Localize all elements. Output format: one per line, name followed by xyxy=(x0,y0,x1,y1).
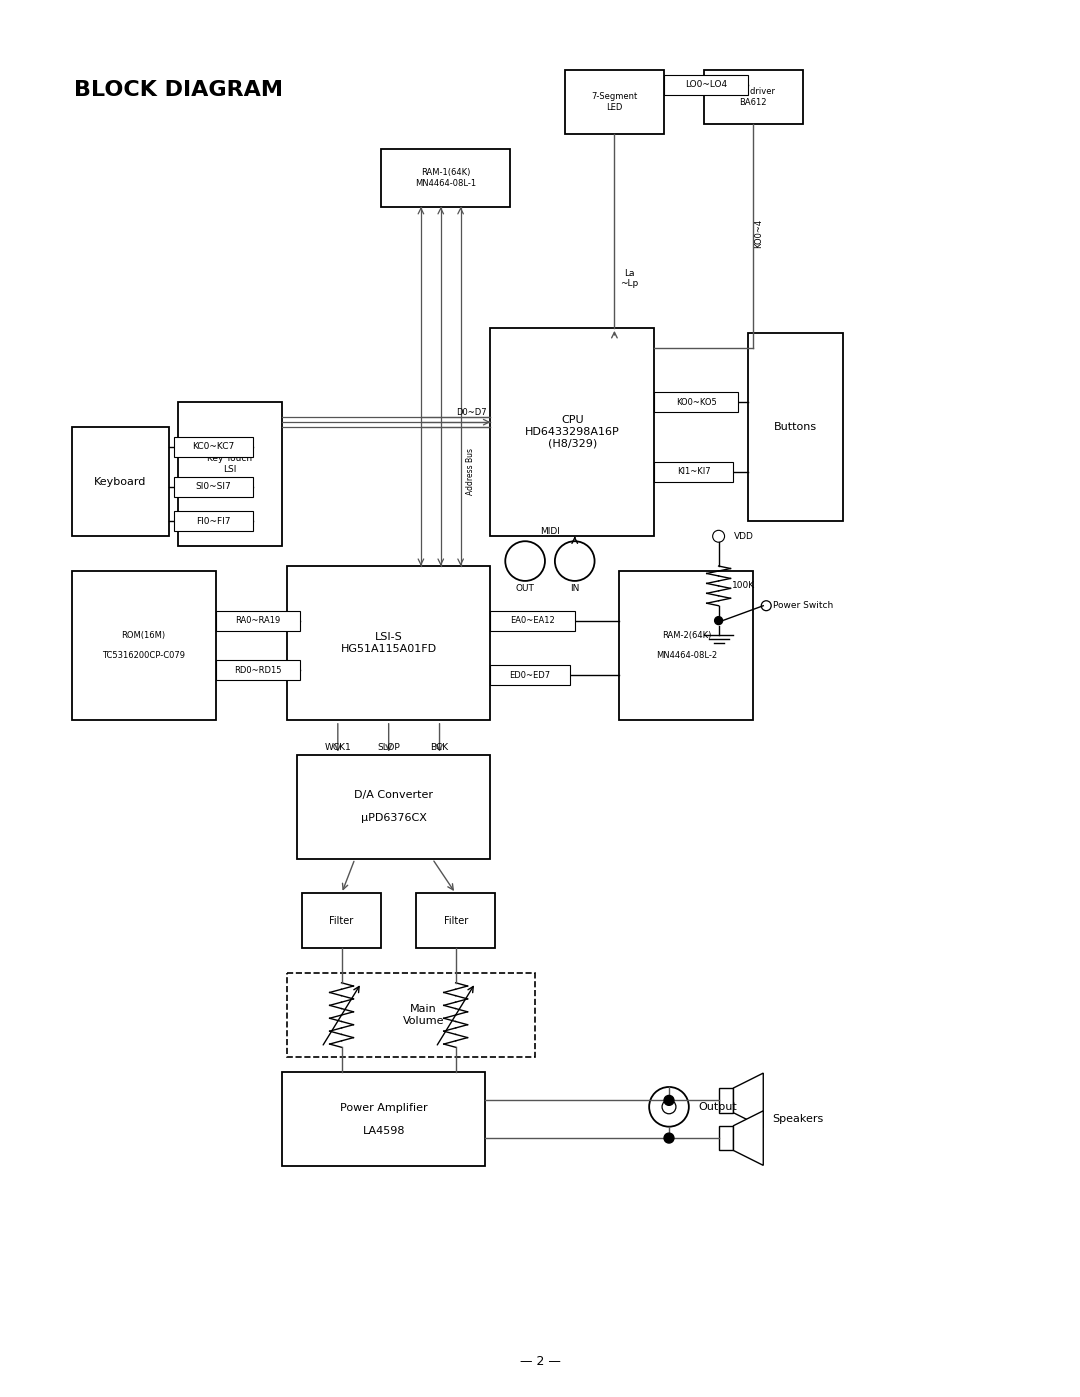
Text: Buttons: Buttons xyxy=(774,422,818,432)
Circle shape xyxy=(715,616,723,624)
Text: Key Touch
LSI

HG52E35P: Key Touch LSI HG52E35P xyxy=(206,454,254,495)
Bar xyxy=(490,665,570,685)
Text: — 2 —: — 2 — xyxy=(519,1355,561,1368)
Text: KO0~4: KO0~4 xyxy=(754,219,762,249)
Text: ROM(16M)

TC5316200CP-C079: ROM(16M) TC5316200CP-C079 xyxy=(103,630,185,661)
Bar xyxy=(704,70,802,124)
Bar xyxy=(654,462,733,482)
Bar xyxy=(718,1126,733,1151)
Text: RA0~RA19: RA0~RA19 xyxy=(235,616,281,624)
Bar xyxy=(748,332,842,521)
Bar xyxy=(490,610,575,630)
Text: KC0~KC7: KC0~KC7 xyxy=(192,443,234,451)
Text: LO0~LO4: LO0~LO4 xyxy=(685,80,727,89)
Bar xyxy=(718,1088,733,1113)
Text: EA0~EA12: EA0~EA12 xyxy=(510,616,555,624)
Bar xyxy=(490,328,654,536)
Text: 100K: 100K xyxy=(732,581,755,591)
Bar xyxy=(654,393,739,412)
Bar xyxy=(216,661,300,680)
Text: CPU
HD6433298A16P
(H8/329): CPU HD6433298A16P (H8/329) xyxy=(525,415,620,448)
Bar xyxy=(297,754,490,859)
Text: KI1~KI7: KI1~KI7 xyxy=(677,467,711,476)
Text: Output: Output xyxy=(699,1102,738,1112)
Text: RD0~RD15: RD0~RD15 xyxy=(234,666,282,675)
Circle shape xyxy=(664,1133,674,1143)
Text: BCK: BCK xyxy=(431,743,448,752)
Bar xyxy=(174,437,253,457)
Text: OUT: OUT xyxy=(515,584,535,594)
Text: Power Switch: Power Switch xyxy=(773,601,834,610)
Bar xyxy=(216,610,300,630)
Bar xyxy=(664,75,748,95)
Text: LSI-S
HG51A115A01FD: LSI-S HG51A115A01FD xyxy=(340,631,436,654)
Text: Power Amplifier

LA4598: Power Amplifier LA4598 xyxy=(340,1102,428,1136)
Text: Speakers: Speakers xyxy=(772,1115,824,1125)
Bar xyxy=(71,571,216,719)
Text: SI0~SI7: SI0~SI7 xyxy=(195,482,231,492)
Text: La
~Lp: La ~Lp xyxy=(620,268,638,288)
Text: Filter: Filter xyxy=(444,916,468,926)
Bar xyxy=(174,476,253,496)
Circle shape xyxy=(664,1095,674,1105)
Text: IN: IN xyxy=(570,584,579,594)
Text: Main
Volume: Main Volume xyxy=(403,1004,444,1025)
Bar xyxy=(381,149,510,207)
Text: FI0~FI7: FI0~FI7 xyxy=(197,517,231,525)
Text: SLOP: SLOP xyxy=(377,743,400,752)
Text: Keyboard: Keyboard xyxy=(94,476,147,486)
Text: KO0~KO5: KO0~KO5 xyxy=(676,398,717,407)
Text: 7-Segment
LED: 7-Segment LED xyxy=(591,92,637,112)
Bar xyxy=(71,427,168,536)
Text: Filter: Filter xyxy=(329,916,353,926)
Text: RAM-1(64K)
MN4464-08L-1: RAM-1(64K) MN4464-08L-1 xyxy=(415,169,476,187)
Text: D0~D7: D0~D7 xyxy=(456,408,486,416)
Bar xyxy=(282,1071,485,1166)
Bar xyxy=(301,894,381,949)
Bar xyxy=(287,972,535,1058)
Bar xyxy=(620,571,754,719)
Text: RAM-2(64K)

MN4464-08L-2: RAM-2(64K) MN4464-08L-2 xyxy=(656,630,717,661)
Text: VDD: VDD xyxy=(733,532,754,541)
Text: LED driver
BA612: LED driver BA612 xyxy=(731,88,775,108)
Text: D/A Converter

μPD6376CX: D/A Converter μPD6376CX xyxy=(354,791,433,823)
Text: WCK1: WCK1 xyxy=(324,743,351,752)
Bar xyxy=(287,566,490,719)
Bar xyxy=(565,70,664,134)
Text: BLOCK DIAGRAM: BLOCK DIAGRAM xyxy=(73,80,283,99)
Bar xyxy=(174,511,253,531)
Polygon shape xyxy=(733,1111,764,1165)
Text: MIDI: MIDI xyxy=(540,527,559,536)
Bar xyxy=(178,402,282,546)
Text: ED0~ED7: ED0~ED7 xyxy=(510,671,551,680)
Polygon shape xyxy=(733,1073,764,1127)
Text: Address Bus: Address Bus xyxy=(467,448,475,496)
Bar xyxy=(416,894,496,949)
